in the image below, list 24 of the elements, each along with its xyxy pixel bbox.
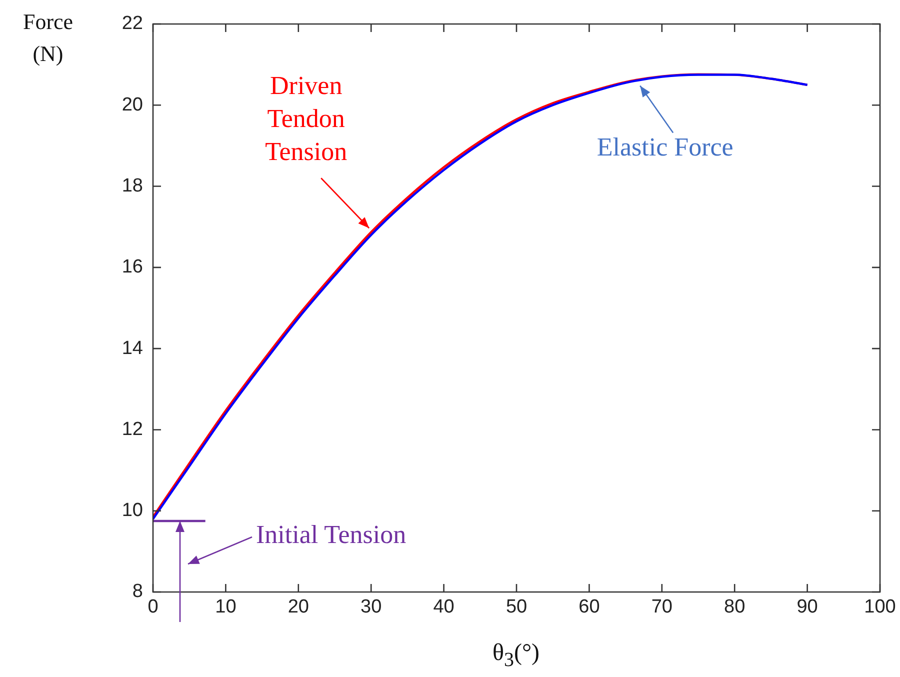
y-tick-label: 12: [122, 418, 143, 440]
x-tick-label: 70: [651, 596, 672, 618]
annotation: Driven Tendon Tension: [265, 70, 348, 166]
x-tick-label: 40: [433, 596, 454, 618]
y-tick-label: 22: [122, 13, 143, 34]
y-axis-title: Force (N): [22, 8, 74, 68]
x-tick-label: 80: [724, 596, 746, 618]
y-tick-label: 18: [122, 176, 143, 197]
x-tick-label: 0: [148, 596, 158, 618]
x-tick-label: 30: [360, 596, 382, 618]
y-tick-label: 16: [122, 256, 143, 278]
x-tick-label: 60: [578, 596, 600, 618]
x-tick-label: 90: [796, 596, 818, 618]
y-tick-label: 14: [122, 338, 144, 359]
y-tick-label: 8: [132, 581, 143, 602]
x-tick-label: 100: [864, 596, 896, 618]
y-tick-label: 20: [122, 94, 143, 116]
annotation: Initial Tension: [256, 520, 406, 549]
y-tick-label: 10: [122, 500, 143, 522]
x-axis-title: θ$_{3}$(°): [491, 640, 541, 672]
x-tick-label: 50: [506, 596, 528, 618]
x-tick-label: 20: [288, 596, 309, 618]
annotation: Elastic Force: [596, 132, 734, 162]
x-tick-label: 10: [215, 596, 236, 618]
